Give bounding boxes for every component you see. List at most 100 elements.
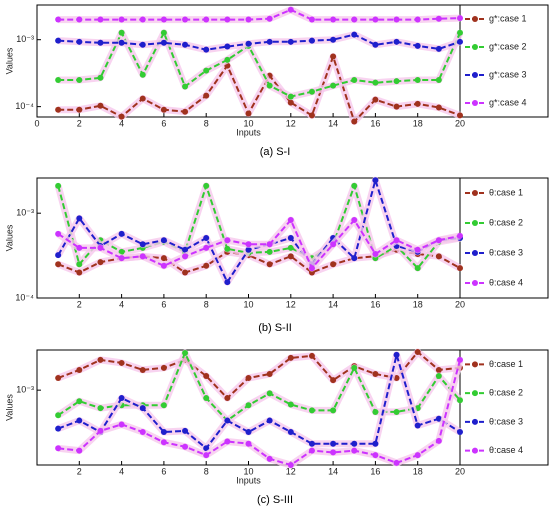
point: [160, 39, 167, 46]
point: [160, 237, 167, 244]
point: [118, 255, 125, 262]
point: [203, 182, 210, 189]
point: [372, 41, 379, 48]
point: [139, 16, 146, 23]
point: [435, 366, 442, 373]
point: [203, 452, 210, 459]
x-tick-label: 6: [161, 118, 166, 128]
x-tick-label: 2: [77, 118, 82, 128]
point: [76, 261, 83, 268]
point: [393, 78, 400, 85]
point: [287, 462, 294, 468]
point: [457, 15, 463, 22]
legend-label: g*:case 1: [489, 13, 527, 23]
point: [351, 217, 358, 224]
x-tick-label: 14: [328, 466, 338, 476]
point: [245, 110, 252, 117]
point: [160, 106, 167, 113]
point: [182, 253, 189, 260]
legend-label: g*:case 3: [489, 69, 527, 79]
point: [308, 16, 315, 23]
point: [287, 244, 294, 251]
point: [76, 106, 83, 113]
x-tick-label: 2: [77, 299, 82, 309]
point: [55, 76, 62, 83]
series-line: [57, 351, 461, 450]
point: [76, 16, 83, 23]
point: [118, 113, 125, 120]
y-tick-label: 10⁻³: [16, 34, 34, 44]
legend-marker: [472, 16, 478, 22]
legend: [459, 4, 549, 118]
point: [414, 42, 421, 49]
y-axis-label: Values: [4, 394, 14, 421]
point: [182, 83, 189, 90]
legend-marker: [472, 100, 478, 106]
legend-marker: [472, 280, 478, 286]
x-tick-label: 4: [119, 118, 124, 128]
point: [139, 405, 146, 412]
point: [330, 440, 337, 447]
point: [203, 372, 210, 379]
point: [97, 102, 104, 109]
point: [414, 100, 421, 107]
point: [224, 43, 231, 50]
point: [160, 255, 167, 262]
point: [308, 447, 315, 454]
point: [182, 427, 189, 434]
point: [308, 407, 315, 414]
point: [245, 16, 252, 23]
point: [457, 265, 463, 272]
point: [97, 259, 104, 266]
point: [118, 16, 125, 23]
point: [76, 244, 83, 251]
point: [55, 106, 62, 113]
point: [182, 350, 189, 357]
point: [224, 279, 231, 286]
point: [182, 443, 189, 450]
point: [457, 232, 463, 239]
point: [330, 241, 337, 248]
point: [372, 440, 379, 447]
series-line: [58, 53, 461, 124]
x-tick-label: 8: [204, 466, 209, 476]
point: [55, 375, 62, 382]
point: [139, 241, 146, 248]
point: [435, 76, 442, 83]
y-tick-label: 10⁻⁴: [15, 101, 34, 111]
point: [224, 237, 231, 244]
x-tick-label: 16: [370, 299, 380, 309]
point: [308, 440, 315, 447]
y-tick-label: 10⁻³: [16, 385, 34, 395]
point: [435, 15, 442, 22]
x-tick-label: 12: [286, 118, 296, 128]
point: [414, 265, 421, 272]
point: [118, 29, 125, 36]
x-tick-label: 10: [243, 466, 253, 476]
point: [372, 79, 379, 86]
point: [266, 455, 273, 462]
point: [160, 29, 167, 36]
point: [266, 261, 273, 268]
point: [330, 36, 337, 43]
point: [435, 253, 442, 260]
point: [308, 112, 315, 119]
point: [351, 182, 358, 189]
point: [139, 95, 146, 102]
point: [457, 38, 463, 45]
point: [139, 41, 146, 48]
point: [118, 230, 125, 237]
point: [435, 372, 442, 379]
point: [76, 417, 83, 424]
point: [55, 16, 62, 23]
point: [393, 459, 400, 466]
point: [308, 88, 315, 95]
series-line: [57, 182, 461, 270]
point: [97, 39, 104, 46]
point: [351, 31, 358, 38]
legend-label: θ:case 3: [489, 247, 523, 257]
point: [76, 398, 83, 405]
point: [55, 445, 62, 452]
point: [245, 440, 252, 447]
